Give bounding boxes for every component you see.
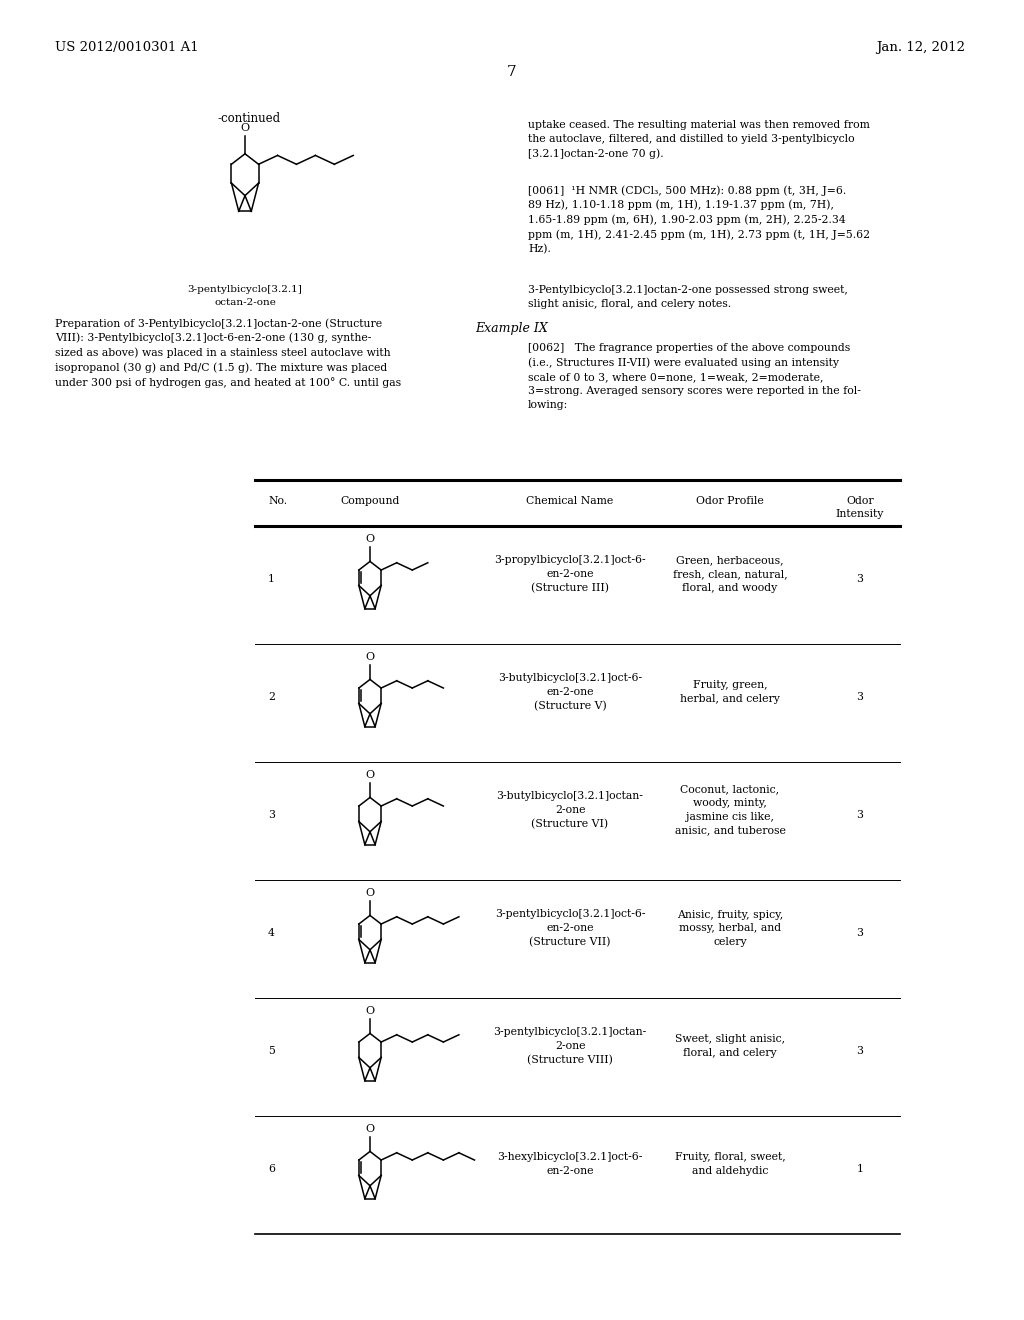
Text: No.: No. bbox=[268, 496, 287, 506]
Text: O: O bbox=[366, 652, 375, 663]
Text: Compound: Compound bbox=[340, 496, 399, 506]
Text: US 2012/0010301 A1: US 2012/0010301 A1 bbox=[55, 41, 199, 54]
Text: 1: 1 bbox=[268, 574, 275, 583]
Text: O: O bbox=[366, 1006, 375, 1016]
Text: Anisic, fruity, spicy,
mossy, herbal, and
celery: Anisic, fruity, spicy, mossy, herbal, an… bbox=[677, 909, 783, 946]
Text: Jan. 12, 2012: Jan. 12, 2012 bbox=[876, 41, 965, 54]
Text: Odor
Intensity: Odor Intensity bbox=[836, 496, 884, 519]
Text: Odor Profile: Odor Profile bbox=[696, 496, 764, 506]
Text: 1: 1 bbox=[856, 1164, 863, 1173]
Text: Green, herbaceous,
fresh, clean, natural,
floral, and woody: Green, herbaceous, fresh, clean, natural… bbox=[673, 556, 787, 593]
Text: 7: 7 bbox=[507, 65, 517, 79]
Text: 3-butylbicyclo[3.2.1]octan-
2-one
(Structure VI): 3-butylbicyclo[3.2.1]octan- 2-one (Struc… bbox=[497, 791, 643, 829]
Text: [0062]   The fragrance properties of the above compounds
(i.e., Structures II-VI: [0062] The fragrance properties of the a… bbox=[528, 343, 861, 409]
Text: 3-hexylbicyclo[3.2.1]oct-6-
en-2-one: 3-hexylbicyclo[3.2.1]oct-6- en-2-one bbox=[498, 1152, 643, 1176]
Text: 3-pentylbicyclo[3.2.1]octan-
2-one
(Structure VIII): 3-pentylbicyclo[3.2.1]octan- 2-one (Stru… bbox=[494, 1027, 646, 1065]
Text: 3: 3 bbox=[856, 1045, 863, 1056]
Text: 3-Pentylbicyclo[3.2.1]octan-2-one possessed strong sweet,
slight anisic, floral,: 3-Pentylbicyclo[3.2.1]octan-2-one posses… bbox=[528, 285, 848, 309]
Text: Fruity, green,
herbal, and celery: Fruity, green, herbal, and celery bbox=[680, 680, 780, 704]
Text: Coconut, lactonic,
woody, minty,
jasmine cis like,
anisic, and tuberose: Coconut, lactonic, woody, minty, jasmine… bbox=[675, 784, 785, 836]
Text: 3-pentylbicyclo[3.2.1]: 3-pentylbicyclo[3.2.1] bbox=[187, 285, 302, 294]
Text: O: O bbox=[366, 1125, 375, 1134]
Text: Sweet, slight anisic,
floral, and celery: Sweet, slight anisic, floral, and celery bbox=[675, 1035, 785, 1057]
Text: 3: 3 bbox=[856, 574, 863, 583]
Text: [0061]  ¹H NMR (CDCl₃, 500 MHz): 0.88 ppm (t, 3H, J=6.
89 Hz), 1.10-1.18 ppm (m,: [0061] ¹H NMR (CDCl₃, 500 MHz): 0.88 ppm… bbox=[528, 185, 870, 255]
Text: 3: 3 bbox=[268, 810, 275, 820]
Text: 3-butylbicyclo[3.2.1]oct-6-
en-2-one
(Structure V): 3-butylbicyclo[3.2.1]oct-6- en-2-one (St… bbox=[498, 673, 642, 711]
Text: 3: 3 bbox=[856, 810, 863, 820]
Text: O: O bbox=[366, 888, 375, 898]
Text: 3: 3 bbox=[856, 692, 863, 702]
Text: 3-propylbicyclo[3.2.1]oct-6-
en-2-one
(Structure III): 3-propylbicyclo[3.2.1]oct-6- en-2-one (S… bbox=[495, 556, 646, 593]
Text: 3: 3 bbox=[856, 928, 863, 939]
Text: -continued: -continued bbox=[218, 111, 282, 124]
Text: O: O bbox=[241, 123, 250, 133]
Text: 2: 2 bbox=[268, 692, 275, 702]
Text: Chemical Name: Chemical Name bbox=[526, 496, 613, 506]
Text: O: O bbox=[366, 535, 375, 544]
Text: Example IX: Example IX bbox=[475, 322, 549, 335]
Text: octan-2-one: octan-2-one bbox=[214, 298, 275, 308]
Text: Fruity, floral, sweet,
and aldehydic: Fruity, floral, sweet, and aldehydic bbox=[675, 1152, 785, 1176]
Text: 6: 6 bbox=[268, 1164, 275, 1173]
Text: 3-pentylbicyclo[3.2.1]oct-6-
en-2-one
(Structure VII): 3-pentylbicyclo[3.2.1]oct-6- en-2-one (S… bbox=[495, 909, 645, 946]
Text: 5: 5 bbox=[268, 1045, 274, 1056]
Text: Preparation of 3-Pentylbicyclo[3.2.1]octan-2-one (Structure
VIII): 3-Pentylbicyc: Preparation of 3-Pentylbicyclo[3.2.1]oct… bbox=[55, 318, 401, 388]
Text: uptake ceased. The resulting material was then removed from
the autoclave, filte: uptake ceased. The resulting material wa… bbox=[528, 120, 869, 158]
Text: 4: 4 bbox=[268, 928, 274, 939]
Text: O: O bbox=[366, 770, 375, 780]
